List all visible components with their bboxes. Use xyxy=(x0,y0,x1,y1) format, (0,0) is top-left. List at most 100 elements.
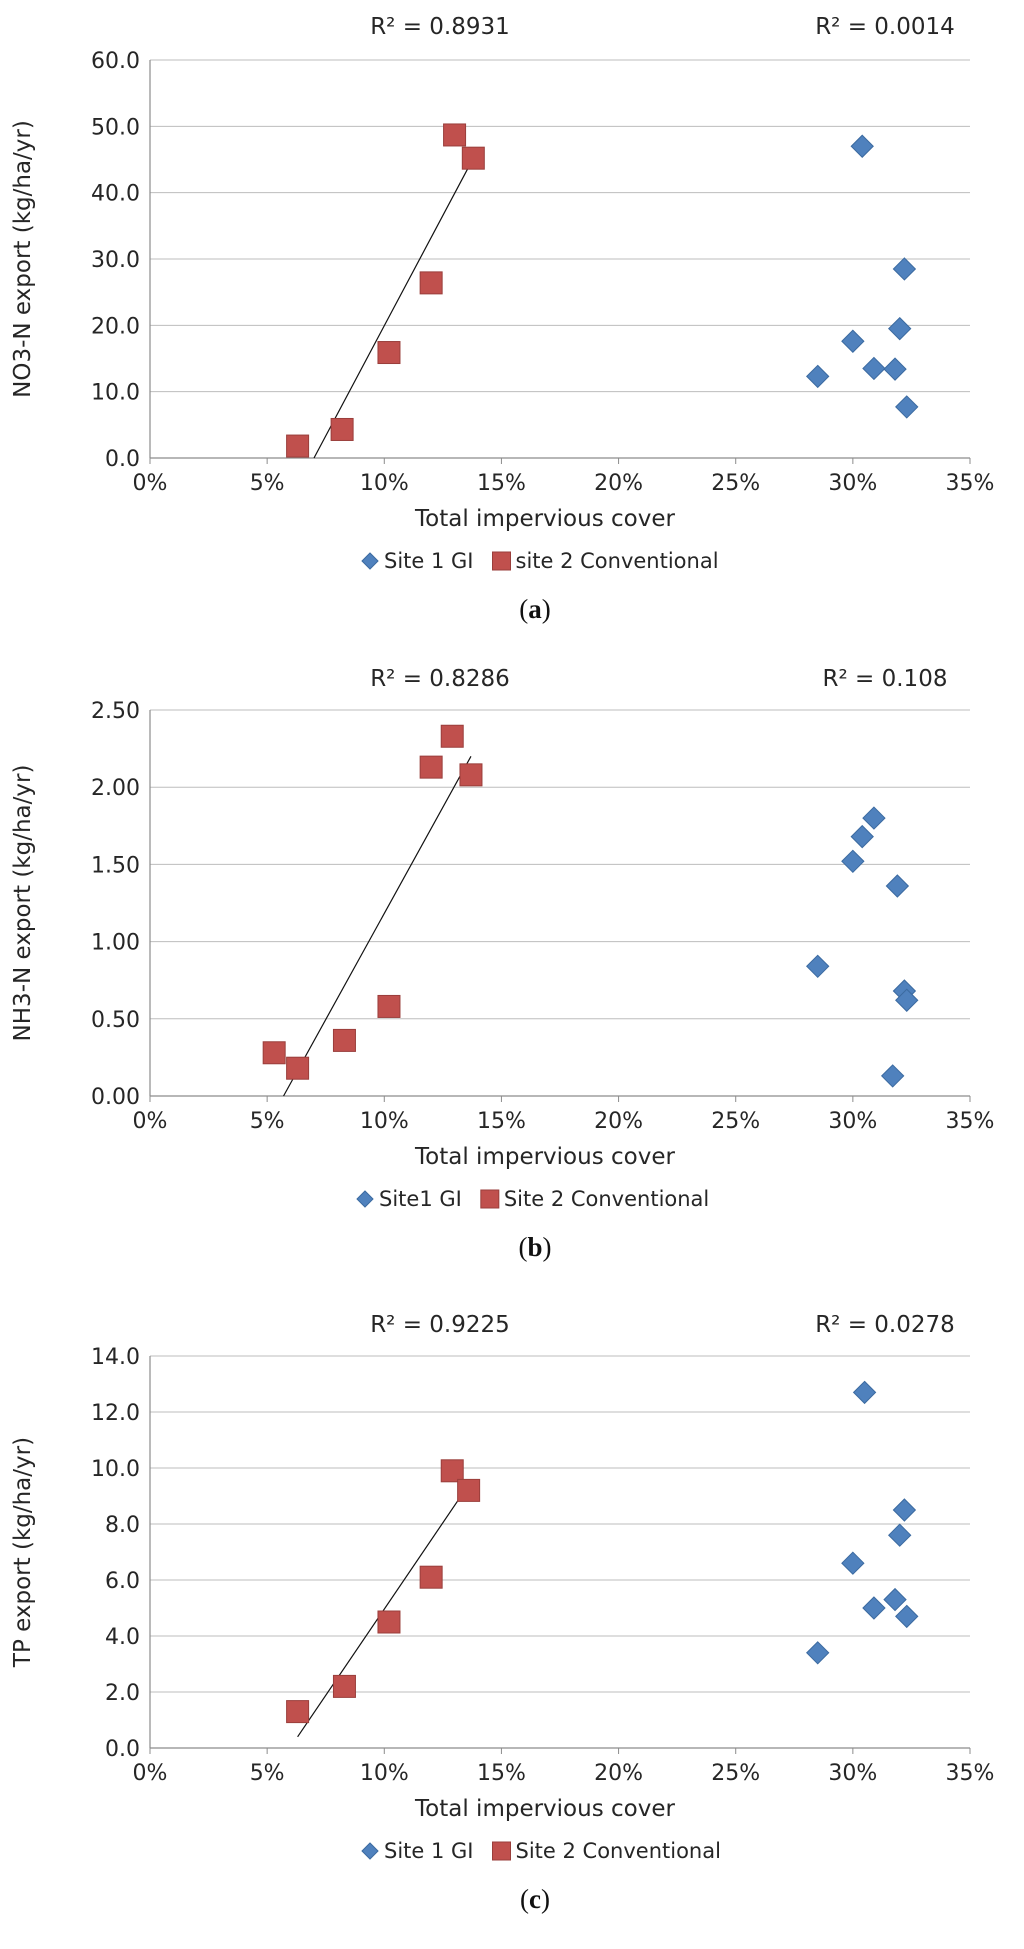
y-tick-label: 1.50 xyxy=(91,853,140,878)
data-point-site2 xyxy=(286,1700,310,1724)
legend-marker xyxy=(356,1190,374,1208)
data-point-site2 xyxy=(419,1565,443,1589)
data-point-site1 xyxy=(852,1380,877,1405)
r-squared-label: R² = 0.9225 xyxy=(370,1312,510,1338)
data-point-site2 xyxy=(443,123,467,147)
chart-c: 0.0 2.0 4.0 6.0 8.0 10.0 12.0 14.0 0% 5% 10% 15% 20%… xyxy=(10,1312,995,1914)
x-tick-label: 30% xyxy=(828,1761,877,1786)
data-point-site1 xyxy=(892,1498,917,1522)
x-axis-label: Total impervious cover xyxy=(414,506,675,532)
legend-marker xyxy=(480,1189,500,1209)
data-point-site1 xyxy=(841,329,865,353)
x-axis-label: Total impervious cover xyxy=(414,1144,675,1170)
x-tick-label: 0% xyxy=(133,471,168,496)
x-tick-label: 10% xyxy=(360,471,409,496)
y-tick-label: 40.0 xyxy=(91,182,140,207)
y-tick-label: 10.0 xyxy=(91,381,140,406)
legend-entry: site 2 Conventional xyxy=(516,549,719,573)
x-tick-label: 30% xyxy=(828,471,877,496)
y-axis-label: TP export (kg/ha/yr) xyxy=(10,1437,36,1668)
legend-entry: Site1 GI xyxy=(379,1187,462,1211)
y-tick-label: 12.0 xyxy=(91,1401,140,1426)
y-tick-label: 20.0 xyxy=(91,314,140,339)
panel-label: (a) xyxy=(519,594,551,624)
data-point-site1 xyxy=(892,257,917,281)
legend-marker xyxy=(492,1841,511,1861)
y-tick-label: 50.0 xyxy=(91,115,140,140)
data-point-site2 xyxy=(332,1674,356,1698)
y-tick-label: 6.0 xyxy=(105,1569,140,1594)
data-point-site1 xyxy=(883,1587,907,1612)
data-point-site2 xyxy=(332,1028,356,1052)
data-point-site1 xyxy=(841,849,865,874)
x-tick-label: 5% xyxy=(250,471,285,496)
data-point-site2 xyxy=(377,1610,401,1634)
x-tick-label: 15% xyxy=(477,1109,526,1134)
data-point-site1 xyxy=(806,954,830,979)
y-tick-label: 60.0 xyxy=(91,49,140,74)
data-point-site2 xyxy=(440,1459,464,1483)
x-tick-label: 10% xyxy=(360,1109,409,1134)
data-point-site1 xyxy=(888,316,912,341)
x-tick-label: 20% xyxy=(594,471,643,496)
data-point-site2 xyxy=(377,341,401,365)
chart-a: 0.0 10.0 20.0 30.0 40.0 50.0 60.0 0% 5% 10% 15% 20%… xyxy=(10,14,995,624)
x-axis-label: Total impervious cover xyxy=(414,1796,675,1822)
legend-marker xyxy=(492,551,511,571)
data-point-site2 xyxy=(419,271,443,295)
data-point-site2 xyxy=(459,763,483,787)
data-point-site1 xyxy=(880,1064,905,1088)
r-squared-label: R² = 0.0014 xyxy=(815,14,955,40)
legend-entry: Site 1 GI xyxy=(384,1839,474,1863)
data-point-site1 xyxy=(895,1604,919,1629)
y-tick-label: 0.50 xyxy=(91,1008,140,1033)
y-tick-label: 10.0 xyxy=(91,1457,140,1482)
r-squared-label: R² = 0.8286 xyxy=(370,666,510,692)
x-tick-label: 10% xyxy=(360,1761,409,1786)
data-point-site1 xyxy=(841,1551,865,1575)
x-tick-label: 15% xyxy=(477,471,526,496)
data-point-site1 xyxy=(850,824,874,849)
x-tick-label: 5% xyxy=(250,1761,285,1786)
x-tick-label: 15% xyxy=(477,1761,526,1786)
data-point-site1 xyxy=(862,356,886,381)
x-tick-label: 35% xyxy=(946,1761,995,1786)
legend-marker xyxy=(361,1842,379,1860)
x-tick-label: 0% xyxy=(133,1761,168,1786)
x-tick-label: 30% xyxy=(828,1109,877,1134)
data-point-site2 xyxy=(286,434,310,458)
x-tick-label: 20% xyxy=(594,1761,643,1786)
data-point-site2 xyxy=(419,755,443,779)
data-point-site1 xyxy=(883,357,907,381)
data-point-site1 xyxy=(885,874,910,898)
data-point-site1 xyxy=(862,806,886,830)
data-point-site2 xyxy=(330,417,354,441)
x-tick-label: 25% xyxy=(711,1109,760,1134)
r-squared-label: R² = 0.108 xyxy=(823,666,948,692)
y-tick-label: 0.00 xyxy=(91,1085,140,1110)
data-point-site2 xyxy=(457,1478,481,1502)
data-point-site1 xyxy=(888,1523,912,1547)
panel-letter: c xyxy=(529,1884,541,1914)
y-axis-label: NH3-N export (kg/ha/yr) xyxy=(10,765,36,1042)
data-point-site2 xyxy=(286,1056,310,1080)
y-axis-label: NO3-N export (kg/ha/yr) xyxy=(10,120,36,398)
panel-letter: b xyxy=(527,1232,542,1262)
x-tick-label: 35% xyxy=(946,1109,995,1134)
y-tick-label: 0.0 xyxy=(105,1737,140,1762)
data-point-site1 xyxy=(895,988,919,1012)
y-tick-label: 4.0 xyxy=(105,1625,140,1650)
panel-letter: a xyxy=(528,594,542,624)
data-point-site1 xyxy=(806,364,830,389)
legend-entry: Site 2 Conventional xyxy=(504,1187,709,1211)
legend-marker xyxy=(361,552,379,570)
y-tick-label: 8.0 xyxy=(105,1513,140,1538)
r-squared-label: R² = 0.0278 xyxy=(815,1312,955,1338)
data-point-site1 xyxy=(895,395,919,419)
panel-label: (b) xyxy=(518,1232,551,1262)
x-tick-label: 35% xyxy=(946,471,995,496)
data-point-site1 xyxy=(806,1641,830,1665)
r-squared-label: R² = 0.8931 xyxy=(370,14,510,40)
data-point-site2 xyxy=(377,994,401,1018)
data-point-site2 xyxy=(440,724,464,748)
